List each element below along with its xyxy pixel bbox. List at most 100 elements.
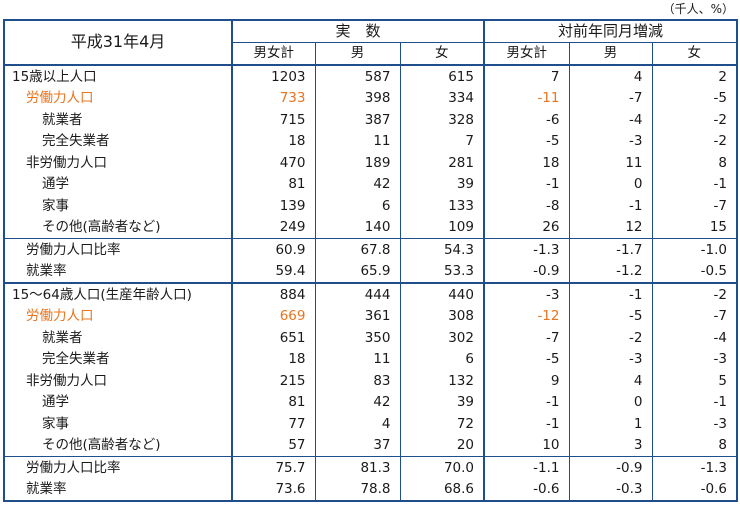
table-row: 家事 77 4 72 -1 1 -3 [4, 413, 737, 435]
table-cell: 8 [718, 154, 727, 171]
table-cell: 10 [484, 434, 570, 457]
table-cell: -7 [713, 197, 727, 214]
table-cell: 11 [569, 152, 653, 174]
table-cell: -1.3 [652, 456, 737, 479]
table-cell: 884 [232, 282, 316, 306]
table-cell: -0.9 [484, 260, 570, 283]
table-cell: -1 [484, 413, 570, 435]
table-cell: 12 [569, 216, 653, 239]
table-row: その他(高齢者など) 57 37 20 10 3 8 [4, 434, 737, 457]
table-cell: -1.7 [569, 238, 653, 261]
table-cell: 0 [569, 173, 653, 195]
table-cell: -1 [569, 282, 653, 306]
table-cell: -4 [713, 329, 727, 346]
table-cell: 1 [569, 413, 653, 435]
table-cell: -0.6 [700, 481, 727, 497]
table-cell: -2 [652, 282, 737, 306]
unit-note: （千人、%） [662, 2, 734, 16]
table-cell: -3 [713, 351, 727, 367]
table-cell: 7 [400, 130, 485, 152]
table-row: 労働力人口 669 361 308 -12 -5 -7 [4, 305, 737, 327]
table-cell: 350 [315, 327, 401, 349]
table-cell: 133 [400, 195, 485, 217]
row-label: 通学 [4, 173, 233, 195]
table-cell: 139 [232, 195, 316, 217]
table-cell: 715 [232, 109, 316, 131]
table-cell: -2 [569, 327, 653, 349]
table-row: その他(高齢者など) 249 140 109 26 12 15 [4, 216, 737, 239]
table-cell: 4 [315, 413, 401, 435]
table-cell: -5 [569, 305, 653, 327]
row-label: 完全失業者 [4, 130, 233, 152]
table-cell: 72 [400, 413, 485, 435]
table-row: 完全失業者 18 11 6 -5 -3 -3 [4, 348, 737, 370]
table-cell: 669 [232, 305, 316, 327]
table-cell: 11 [315, 130, 401, 152]
table-cell: 54.3 [400, 238, 485, 261]
row-label: 非労働力人口 [4, 152, 233, 174]
table-cell: 81 [232, 391, 316, 413]
table-cell: 109 [400, 216, 485, 239]
table-row: 労働力人口 733 398 334 -11 -7 -5 [4, 87, 737, 109]
table-cell: 83 [315, 370, 401, 392]
table-row: 通学 81 42 39 -1 0 -1 [4, 391, 737, 413]
table-row: 15歳以上人口 1203 587 615 7 4 2 [4, 64, 737, 88]
period-header: 平成31年4月 [4, 20, 233, 66]
table-cell: -1.1 [484, 456, 570, 479]
table-cell: -7 [713, 308, 727, 324]
table-cell: -6 [484, 109, 570, 131]
table-cell: 11 [315, 348, 401, 370]
table-row: 就業率 73.6 78.8 68.6 -0.6 -0.3 -0.6 [4, 478, 737, 501]
table-row: 完全失業者 18 11 7 -5 -3 -2 [4, 130, 737, 152]
table-cell: 132 [400, 370, 485, 392]
col-header-actual-male: 男 [315, 42, 401, 66]
col-header-actual-female: 女 [400, 42, 485, 66]
table-row: 就業者 715 387 328 -6 -4 -2 [4, 109, 737, 131]
table-cell: -8 [484, 195, 570, 217]
table-cell: 328 [400, 109, 485, 131]
table-cell: -0.5 [700, 263, 727, 279]
table-cell: 440 [400, 282, 485, 306]
table-cell: -3 [569, 348, 653, 370]
table-cell: -1 [569, 195, 653, 217]
col-header-change-total: 男女計 [484, 42, 570, 66]
table-cell: 78.8 [315, 478, 401, 501]
table-cell: -1 [484, 391, 570, 413]
table-cell: 73.6 [232, 478, 316, 501]
table-cell: 215 [232, 370, 316, 392]
table-cell: 18 [232, 130, 316, 152]
table-cell: 361 [315, 305, 401, 327]
table-row: 非労働力人口 215 83 132 9 4 5 [4, 370, 737, 392]
table-cell: -1 [713, 394, 727, 410]
table-cell: 4 [569, 370, 653, 392]
change-group-header: 対前年同月増減 [484, 20, 737, 43]
table-cell: 5 [718, 372, 727, 389]
table-cell: -1 [713, 176, 727, 192]
table-cell: 587 [315, 64, 401, 88]
row-label: その他(高齢者など) [4, 216, 233, 239]
row-label: 労働力人口比率 [4, 456, 233, 479]
table-cell: 1203 [232, 64, 316, 88]
table-cell: 9 [484, 370, 570, 392]
table-cell: 42 [315, 173, 401, 195]
col-header-change-male: 男 [569, 42, 653, 66]
table-cell: 398 [315, 87, 401, 109]
row-label: 就業者 [4, 327, 233, 349]
table-cell: -7 [484, 327, 570, 349]
table-cell: 4 [569, 64, 653, 88]
table-cell: 53.3 [400, 260, 485, 283]
table-cell: 77 [232, 413, 316, 435]
actual-group-header: 実 数 [232, 20, 485, 43]
table-cell: 81 [232, 173, 316, 195]
table-cell: 57 [232, 434, 316, 457]
table-cell: 15 [709, 219, 727, 235]
table-cell: -3 [484, 282, 570, 306]
table-cell: 334 [400, 87, 485, 109]
row-label: その他(高齢者など) [4, 434, 233, 457]
table-cell: -7 [569, 87, 653, 109]
row-label: 通学 [4, 391, 233, 413]
table-cell: -3 [569, 130, 653, 152]
table-cell: -11 [484, 87, 570, 109]
table-cell: -2 [713, 133, 727, 149]
table-cell: 81.3 [315, 456, 401, 479]
